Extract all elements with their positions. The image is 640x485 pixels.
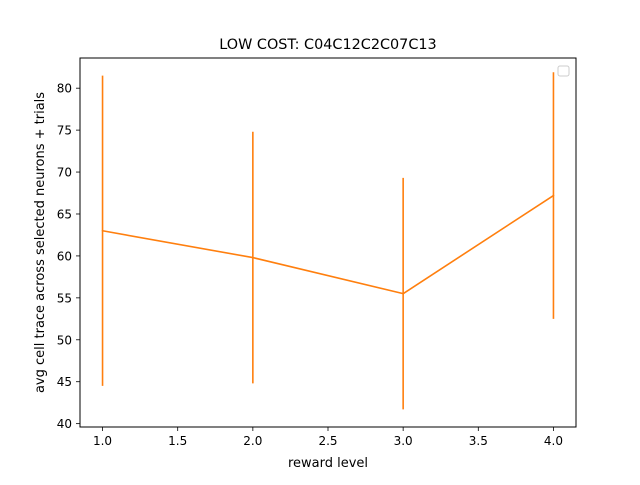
data-point [552, 194, 555, 197]
y-tick-label: 80 [57, 82, 72, 96]
x-axis-label: reward level [288, 456, 368, 471]
y-tick-label: 60 [57, 249, 72, 263]
y-axis-label: avg cell trace across selected neurons +… [33, 92, 48, 393]
data-point [251, 256, 254, 259]
y-tick-label: 65 [57, 207, 72, 221]
y-tick-label: 45 [57, 375, 72, 389]
series-line [102, 194, 554, 295]
x-tick-label: 2.5 [318, 434, 337, 448]
x-tick-label: 2.0 [243, 434, 262, 448]
x-tick-label: 3.5 [469, 434, 488, 448]
plot-frame [79, 57, 577, 428]
y-tick-label: 50 [57, 333, 72, 347]
x-tick-label: 1.0 [93, 434, 112, 448]
x-tick-label: 4.0 [544, 434, 563, 448]
data-point [101, 229, 104, 232]
y-tick-label: 75 [57, 124, 72, 138]
x-tick-label: 1.5 [168, 434, 187, 448]
y-tick-label: 55 [57, 291, 72, 305]
y-tick-label: 70 [57, 166, 72, 180]
data-point [402, 292, 405, 295]
x-tick-label: 3.0 [394, 434, 413, 448]
chart-title: LOW COST: C04C12C2C07C13 [219, 37, 436, 53]
y-tick-label: 40 [57, 417, 72, 431]
x-axis: 1.0 1.5 2.0 2.5 3.0 3.5 4.0 [93, 427, 563, 448]
data-marks [101, 72, 555, 410]
legend-box [557, 65, 570, 77]
y-axis: 40 45 50 55 60 65 70 75 80 [57, 82, 80, 431]
